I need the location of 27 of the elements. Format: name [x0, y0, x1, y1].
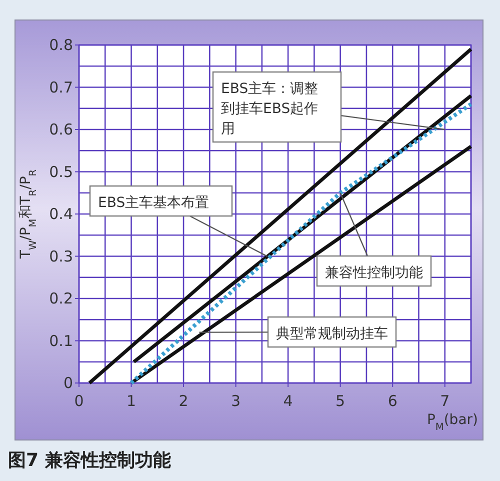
x-tick-label: 1	[126, 392, 136, 410]
annotation: 典型常规制动挂车	[199, 316, 397, 348]
annotation: 典型常规制动挂车	[276, 326, 388, 342]
text: 图7 兼容性控制功能	[8, 450, 171, 471]
y-tick-label: 0.7	[49, 78, 73, 96]
y-tick-label: 0.2	[49, 290, 73, 308]
annotation: EBS主车：调整到挂车EBS起作用	[221, 81, 318, 137]
x-tick-label: 0	[74, 392, 84, 410]
y-tick-label: 0.4	[49, 205, 73, 223]
annotation: EBS主车：调整到挂车EBS起作用	[212, 71, 445, 143]
y-tick-label: 0.5	[49, 162, 73, 181]
x-tick-label: 2	[178, 392, 188, 410]
y-tick-label: 0.6	[49, 120, 73, 138]
x-tick-label: 5	[336, 392, 346, 410]
x-tick-label: 7	[440, 392, 450, 410]
annotation: 兼容性控制功能	[325, 265, 423, 281]
x-tick-label: 3	[231, 392, 241, 410]
x-tick-label: 6	[388, 392, 398, 410]
y-tick-label: 0.1	[49, 332, 73, 350]
x-tick-label: 4	[283, 392, 293, 410]
x-axis-title: P$_{M}$(bar)	[426, 412, 478, 432]
annotation: 兼容性控制功能	[316, 192, 432, 287]
y-tick-label: 0.3	[49, 247, 73, 266]
y-tick-label: 0	[63, 374, 73, 392]
y-tick-label: 0.8	[49, 36, 73, 54]
annotation: EBS主车基本布置	[89, 185, 268, 257]
annotation: EBS主车基本布置	[98, 195, 210, 211]
